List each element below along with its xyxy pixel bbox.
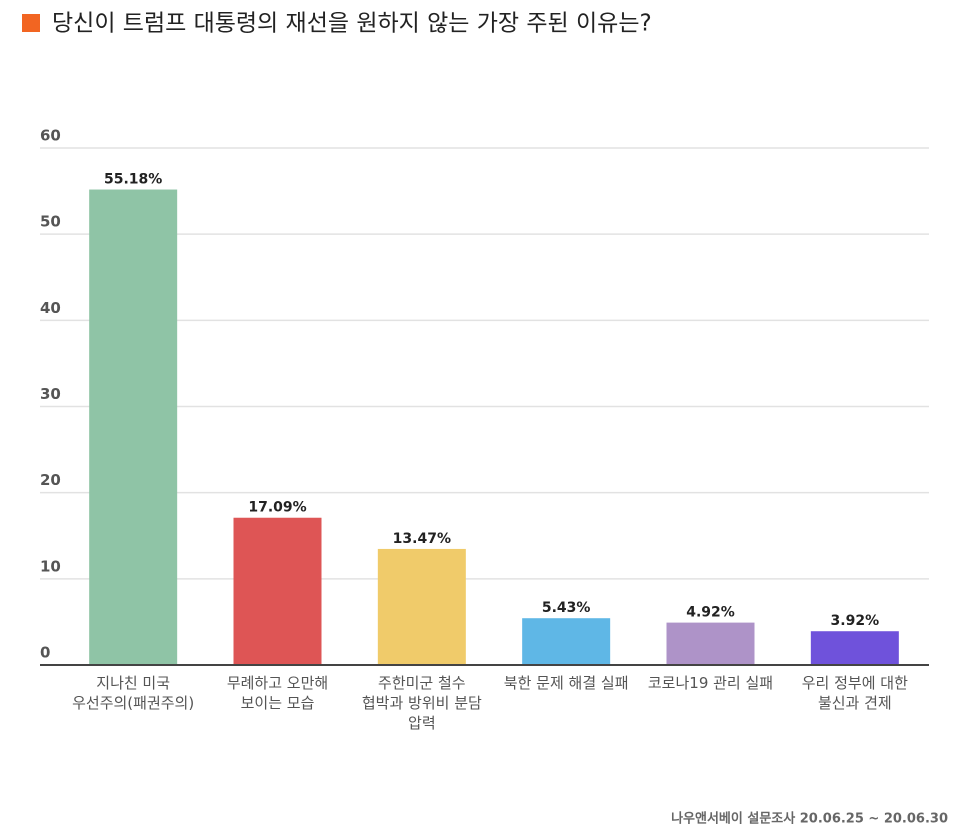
x-tick-label: 북한 문제 해결 실패 — [503, 674, 629, 692]
x-tick-label: 지나친 미국 우선주의(패권주의) — [72, 674, 195, 712]
source: 나우앤서베이 설문조사 20.06.25 ~ 20.06.30 — [671, 811, 948, 827]
y-tick-label: 20 — [40, 471, 61, 489]
y-tick-label: 50 — [40, 213, 61, 231]
y-tick-label: 60 — [40, 127, 61, 145]
x-tick-label: 코로나19 관리 실패 — [647, 674, 774, 692]
value-label: 3.92% — [831, 613, 880, 629]
y-tick-label: 40 — [40, 299, 61, 317]
y-tick-label: 30 — [40, 385, 61, 403]
bar — [89, 189, 178, 665]
value-label: 4.92% — [686, 605, 735, 621]
value-label: 55.18% — [104, 172, 162, 188]
bar — [810, 631, 899, 665]
x-tick-label: 우리 정부에 대한 불신과 견제 — [801, 674, 908, 712]
title-marker — [22, 14, 40, 32]
value-label: 5.43% — [542, 600, 591, 616]
y-tick-label: 10 — [40, 557, 61, 575]
chart-title: 당신이 트럼프 대통령의 재선을 원하지 않는 가장 주된 이유는? — [52, 11, 652, 37]
x-tick-label: 주한미군 철수 협박과 방위비 분담 압력 — [361, 674, 482, 732]
bar — [377, 548, 466, 665]
bar — [233, 517, 322, 665]
value-label: 17.09% — [248, 500, 306, 516]
y-tick-label: 0 — [40, 644, 50, 662]
bar — [522, 618, 611, 665]
value-label: 13.47% — [393, 531, 451, 547]
bar — [666, 622, 755, 665]
x-tick-label: 무례하고 오만해 보이는 모습 — [226, 674, 329, 712]
